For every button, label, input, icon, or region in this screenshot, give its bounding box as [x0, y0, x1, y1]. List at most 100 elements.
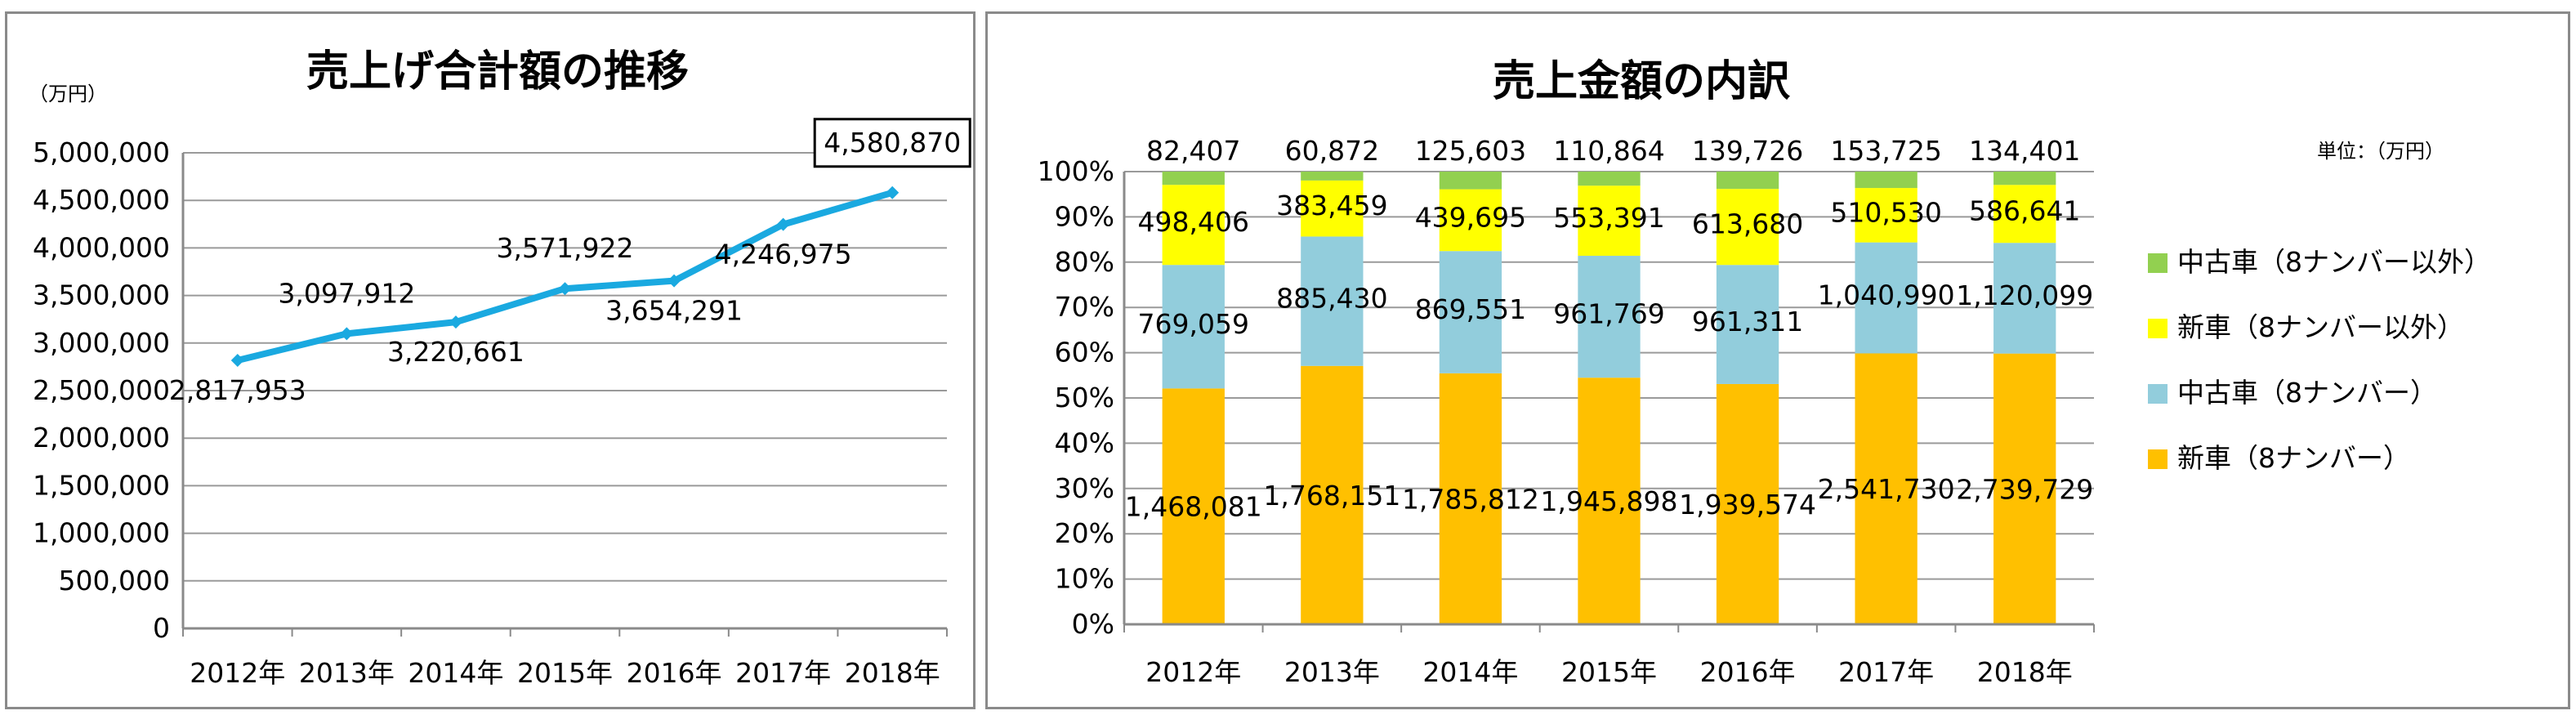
data-label: 2,817,953 — [169, 374, 306, 406]
x-tick-label: 2012年 — [190, 657, 285, 689]
y-tick-label: 90% — [1055, 200, 1114, 232]
unit-label: 単位：（万円） — [2317, 140, 2444, 163]
legend-label: 新車（8ナンバー） — [2177, 442, 2410, 474]
legend-swatch — [2148, 253, 2168, 273]
bar-segment — [1716, 172, 1779, 190]
bar-segment — [1716, 383, 1779, 624]
bar-segment — [1301, 180, 1364, 237]
y-tick-label: 0 — [153, 612, 170, 644]
line-chart-panel: 売上げ合計額の推移 （万円） 0 500,000 1,000,000 1,500,00… — [5, 11, 975, 709]
data-label: 139,726 — [1692, 135, 1803, 167]
data-label: 110,864 — [1553, 135, 1664, 167]
y-tick-label: 20% — [1055, 517, 1114, 549]
data-label: 4,246,975 — [715, 239, 852, 270]
data-label: 2,739,729 — [1956, 473, 2093, 505]
data-label: 1,768,151 — [1263, 480, 1400, 512]
data-label: 125,603 — [1415, 135, 1526, 167]
highlight-box — [813, 118, 971, 168]
x-tick-label: 2012年 — [1145, 656, 1241, 688]
bar-segment — [1578, 185, 1641, 257]
y-tick-label: 60% — [1055, 337, 1114, 369]
data-point — [667, 274, 681, 288]
bar-segment — [1716, 189, 1779, 266]
y-tick-label: 3,500,000 — [33, 279, 170, 311]
data-label: 1,945,898 — [1541, 485, 1678, 517]
y-tick-label: 500,000 — [59, 565, 170, 597]
data-point — [340, 327, 354, 341]
line-chart: 売上げ合計額の推移 （万円） 0 500,000 1,000,000 1,500,00… — [29, 47, 971, 689]
y-tick-label: 50% — [1055, 382, 1114, 413]
x-tick-label: 2018年 — [845, 657, 940, 689]
unit-label: （万円） — [29, 83, 107, 105]
legend-swatch — [2148, 319, 2168, 338]
bar-segment — [1162, 172, 1225, 185]
legend-label: 中古車（8ナンバー） — [2177, 377, 2437, 409]
data-label: 586,641 — [1969, 195, 2080, 227]
data-label: 769,059 — [1138, 308, 1249, 340]
y-tick-label: 4,500,000 — [33, 184, 170, 216]
bar-segment — [1162, 185, 1225, 266]
data-label: 1,120,099 — [1956, 279, 2093, 311]
data-label: 153,725 — [1830, 135, 1941, 167]
y-tick-label: 2,000,000 — [33, 422, 170, 454]
bar-segment — [1716, 265, 1779, 384]
y-tick-label: 70% — [1055, 291, 1114, 323]
y-tick-label: 1,000,000 — [33, 517, 170, 549]
x-tick-label: 2015年 — [517, 657, 613, 689]
bar-segment — [1578, 256, 1641, 378]
bar-segment — [1162, 265, 1225, 389]
data-label: 1,040,990 — [1818, 279, 1955, 311]
y-tick-label: 40% — [1055, 427, 1114, 458]
stacked-bar-chart-panel: 売上金額の内訳 単位：（万円） 0% 10% 20% 30% 40% 50% 60% 70% 8… — [985, 11, 2570, 709]
data-point — [886, 185, 900, 199]
data-label: 3,654,291 — [605, 295, 743, 327]
series-line — [236, 189, 894, 364]
data-point — [776, 217, 790, 231]
data-label: 1,939,574 — [1679, 489, 1816, 521]
bar-segment — [1855, 353, 1917, 624]
y-tick-label: 5,000,000 — [33, 136, 170, 168]
bar-segment — [1439, 251, 1502, 373]
data-label: 498,406 — [1138, 206, 1249, 238]
data-label: 510,530 — [1830, 196, 1941, 228]
x-tick-label: 2014年 — [1422, 656, 1518, 688]
data-label: 1,785,812 — [1402, 483, 1539, 515]
bar-segment — [1855, 188, 1917, 243]
bar-segment — [1855, 172, 1917, 189]
x-tick-label: 2016年 — [627, 657, 722, 689]
x-tick-label: 2013年 — [299, 657, 395, 689]
bar-segment — [1301, 365, 1364, 624]
data-label: 383,459 — [1276, 190, 1387, 221]
x-tick-label: 2014年 — [408, 657, 503, 689]
chart-title: 売上金額の内訳 — [1493, 57, 1791, 106]
data-label: 60,872 — [1285, 135, 1379, 167]
bar-segment — [1993, 172, 2056, 185]
data-point — [230, 353, 244, 367]
data-label: 2,541,730 — [1818, 473, 1955, 505]
x-tick-label: 2017年 — [1838, 656, 1934, 688]
x-tick-label: 2016年 — [1700, 656, 1796, 688]
data-label: 613,680 — [1692, 208, 1803, 240]
data-label: 869,551 — [1415, 293, 1526, 325]
bar-segment — [1162, 388, 1225, 624]
stacked-bar-chart: 売上金額の内訳 単位：（万円） 0% 10% 20% 30% 40% 50% 60% 70% 8… — [1038, 57, 2491, 688]
y-tick-label: 0% — [1072, 608, 1114, 640]
data-label: 1,468,081 — [1125, 491, 1262, 523]
data-label: 82,407 — [1146, 135, 1240, 167]
y-tick-label: 80% — [1055, 246, 1114, 278]
data-point — [558, 282, 572, 296]
bar-segment — [1855, 242, 1917, 354]
y-tick-label: 30% — [1055, 472, 1114, 504]
legend-label: 新車（8ナンバー以外） — [2177, 311, 2464, 343]
data-label: 439,695 — [1415, 201, 1526, 233]
x-tick-label: 2013年 — [1284, 656, 1380, 688]
bar-segment — [1578, 172, 1641, 186]
bar-segment — [1439, 189, 1502, 252]
bar-segment — [1993, 243, 2056, 354]
chart-title: 売上げ合計額の推移 — [306, 47, 689, 96]
data-label: 553,391 — [1553, 202, 1664, 234]
data-label: 3,097,912 — [278, 277, 415, 309]
bar-segment — [1578, 378, 1641, 624]
bar-segment — [1301, 172, 1364, 181]
data-label: 3,571,922 — [497, 232, 634, 264]
